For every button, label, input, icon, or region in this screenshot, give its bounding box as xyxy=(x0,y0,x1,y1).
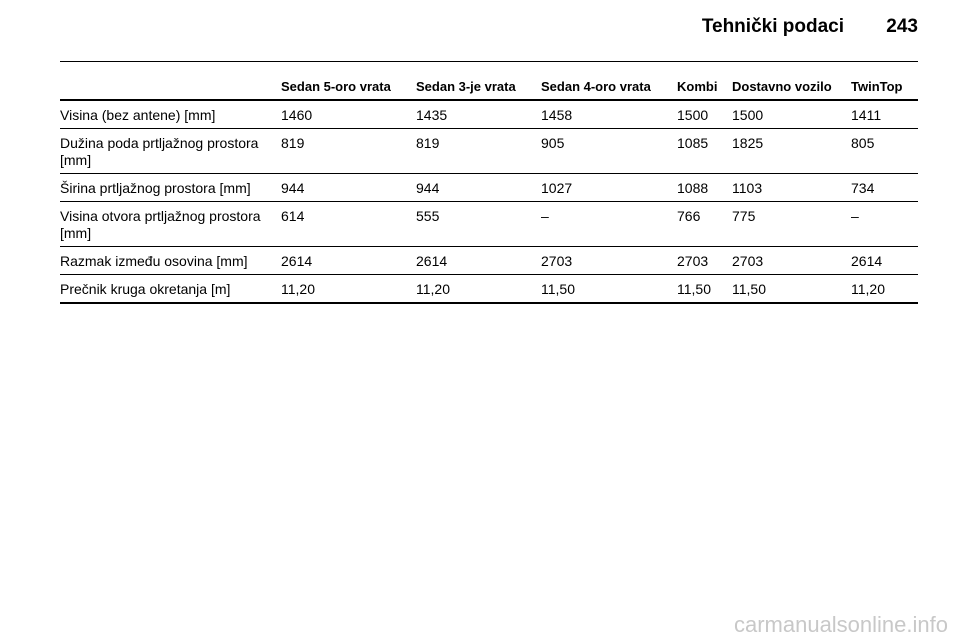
cell: 819 xyxy=(416,128,541,174)
cell: – xyxy=(541,201,677,247)
row-label: Visina (bez antene) [mm] xyxy=(60,100,281,129)
cell: 1500 xyxy=(677,100,732,129)
table-row: Visina (bez antene) [mm] 1460 1435 1458 1500… xyxy=(60,100,918,129)
cell: 1103 xyxy=(732,173,851,202)
cell: 775 xyxy=(732,201,851,247)
cell: – xyxy=(851,201,918,247)
row-label: Razmak između osovina [mm] xyxy=(60,246,281,275)
spec-table: Sedan 5-oro vrata Sedan 3-je vrata Sedan 4… xyxy=(60,79,918,304)
table-row: Razmak između osovina [mm] 2614 2614 2703 27… xyxy=(60,246,918,275)
cell: 1825 xyxy=(732,128,851,174)
header-rule xyxy=(60,61,918,62)
cell: 1088 xyxy=(677,173,732,202)
column-header: Kombi xyxy=(677,79,732,101)
cell: 2614 xyxy=(416,246,541,275)
blank-header xyxy=(60,79,281,101)
cell: 2703 xyxy=(541,246,677,275)
cell: 905 xyxy=(541,128,677,174)
header-row: Sedan 5-oro vrata Sedan 3-je vrata Sedan 4… xyxy=(60,79,918,101)
cell: 1435 xyxy=(416,100,541,129)
page-number: 243 xyxy=(886,16,918,37)
row-label: Širina prtljažnog prostora [mm] xyxy=(60,173,281,202)
cell: 819 xyxy=(281,128,416,174)
cell: 1027 xyxy=(541,173,677,202)
cell: 1085 xyxy=(677,128,732,174)
cell: 2703 xyxy=(677,246,732,275)
cell: 766 xyxy=(677,201,732,247)
cell: 944 xyxy=(416,173,541,202)
cell: 2614 xyxy=(851,246,918,275)
row-label: Prečnik kruga okretanja [m] xyxy=(60,274,281,304)
column-header: Sedan 4-oro vrata xyxy=(541,79,677,101)
cell: 1411 xyxy=(851,100,918,129)
cell: 614 xyxy=(281,201,416,247)
cell: 734 xyxy=(851,173,918,202)
cell: 11,20 xyxy=(281,274,416,304)
cell: 11,20 xyxy=(851,274,918,304)
column-header: Sedan 5-oro vrata xyxy=(281,79,416,101)
cell: 11,50 xyxy=(541,274,677,304)
cell: 11,50 xyxy=(732,274,851,304)
table-row: Dužina poda prtljažnog prostora [mm] 819 8… xyxy=(60,128,918,174)
table-row: Prečnik kruga okretanja [m] 11,20 11,20 11,… xyxy=(60,274,918,304)
column-header: Sedan 3-je vrata xyxy=(416,79,541,101)
row-label: Dužina poda prtljažnog prostora [mm] xyxy=(60,128,281,174)
cell: 11,20 xyxy=(416,274,541,304)
cell: 2614 xyxy=(281,246,416,275)
cell: 1460 xyxy=(281,100,416,129)
cell: 1500 xyxy=(732,100,851,129)
cell: 1458 xyxy=(541,100,677,129)
table-row: Širina prtljažnog prostora [mm] 944 944 102… xyxy=(60,173,918,202)
cell: 11,50 xyxy=(677,274,732,304)
cell: 555 xyxy=(416,201,541,247)
table-row: Visina otvora prtljažnog prostora [mm] 61… xyxy=(60,201,918,247)
cell: 805 xyxy=(851,128,918,174)
table-body: Visina (bez antene) [mm] 1460 1435 1458 1500… xyxy=(60,100,918,304)
column-header: Dostavno vozilo xyxy=(732,79,851,101)
watermark: carmanualsonline.info xyxy=(733,612,948,637)
row-label: Visina otvora prtljažnog prostora [mm] xyxy=(60,201,281,247)
column-header: TwinTop xyxy=(851,79,918,101)
cell: 2703 xyxy=(732,246,851,275)
cell: 944 xyxy=(281,173,416,202)
page-title: Tehnički podaci xyxy=(701,16,844,37)
